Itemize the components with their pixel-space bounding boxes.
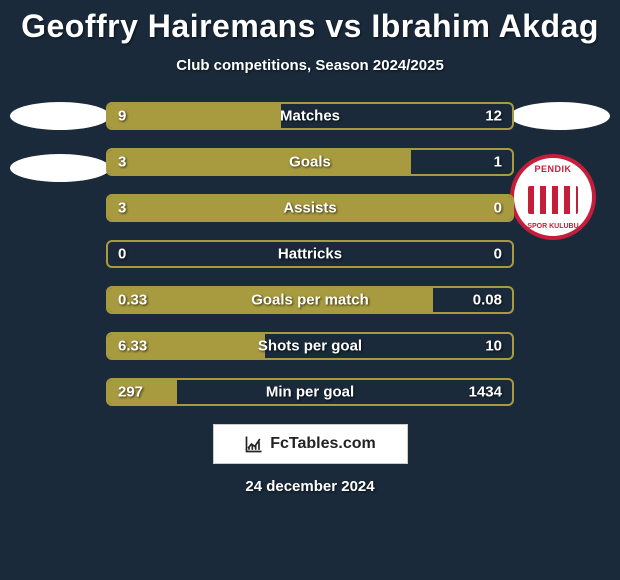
stat-label: Matches [108, 108, 512, 125]
club-right-subtext: SPOR KULUBU [514, 223, 592, 230]
comparison-subtitle: Club competitions, Season 2024/2025 [0, 57, 620, 74]
club-right-name: PENDIK [514, 164, 592, 174]
stat-row: 9Matches12 [106, 102, 514, 130]
main-area: PENDIK SPOR KULUBU 9Matches12 3Goals1 3Ass… [0, 102, 620, 406]
stat-row: 0Hattricks0 [106, 240, 514, 268]
stat-row: 6.33Shots per goal10 [106, 332, 514, 360]
stat-value-right: 10 [485, 338, 502, 355]
right-badges: PENDIK SPOR KULUBU [510, 102, 610, 240]
stat-value-right: 0.08 [473, 292, 502, 309]
stat-label: Shots per goal [108, 338, 512, 355]
left-badges [10, 102, 110, 206]
player-left-avatar [10, 102, 110, 130]
branding-text: FcTables.com [270, 435, 376, 453]
stat-row: 0.33Goals per match0.08 [106, 286, 514, 314]
stat-value-right: 12 [485, 108, 502, 125]
player-right-avatar [510, 102, 610, 130]
stat-label: Goals per match [108, 292, 512, 309]
stat-value-right: 1 [494, 154, 502, 171]
branding-badge: FcTables.com [213, 424, 408, 464]
club-right-logo: PENDIK SPOR KULUBU [510, 154, 596, 240]
stat-row: 3Goals1 [106, 148, 514, 176]
stat-row: 3Assists0 [106, 194, 514, 222]
club-left-logo [10, 154, 110, 182]
stat-label: Min per goal [108, 384, 512, 401]
stat-label: Hattricks [108, 246, 512, 263]
chart-icon [244, 434, 264, 454]
stat-value-right: 0 [494, 246, 502, 263]
comparison-title: Geoffry Hairemans vs Ibrahim Akdag [0, 0, 620, 45]
stat-value-right: 1434 [469, 384, 502, 401]
date-text: 24 december 2024 [0, 478, 620, 495]
stat-label: Goals [108, 154, 512, 171]
stat-bars: 9Matches123Goals13Assists00Hattricks00.3… [106, 102, 514, 406]
stat-value-right: 0 [494, 200, 502, 217]
stat-label: Assists [108, 200, 512, 217]
stat-row: 297Min per goal1434 [106, 378, 514, 406]
